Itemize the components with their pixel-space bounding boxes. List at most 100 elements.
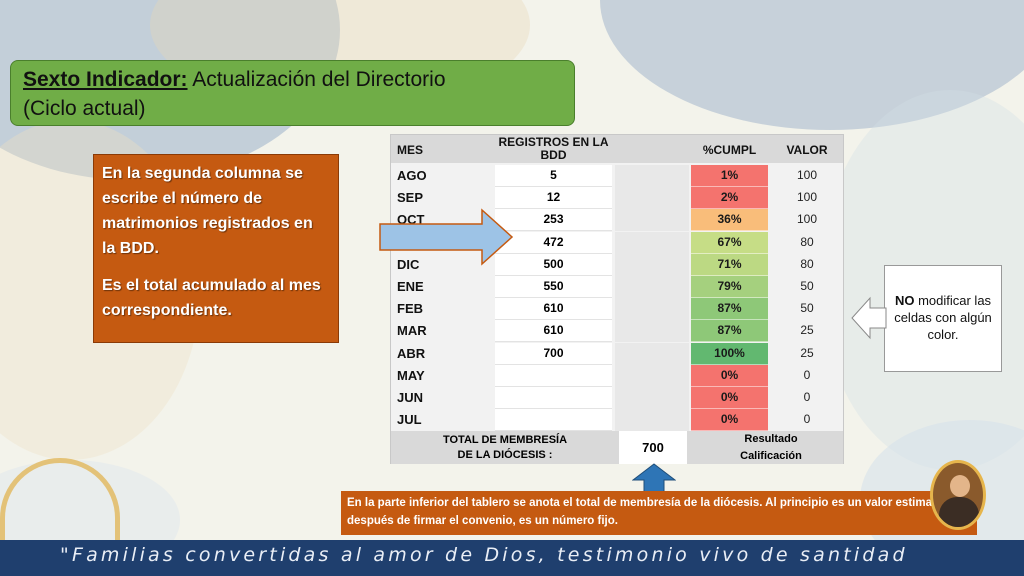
- valor-cell: 80: [800, 234, 814, 249]
- blank-cell: [615, 231, 689, 254]
- registros-cell[interactable]: 610: [495, 320, 612, 343]
- title-rest: Actualización del Directorio: [192, 68, 446, 91]
- month-cell: ABR: [397, 345, 426, 361]
- table-row: MAY 0% 0: [391, 364, 843, 387]
- valor-cell: 50: [800, 279, 814, 293]
- portrait-robe: [939, 497, 979, 527]
- table-row: DIC 500 71% 80: [391, 253, 843, 276]
- blank-cell: [615, 342, 689, 365]
- total-label-line1: TOTAL DE MEMBRESÍA: [442, 434, 568, 446]
- cumpl-cell: 100%: [691, 342, 768, 365]
- header-registros: REGISTROS EN LA BDD: [498, 135, 609, 162]
- table-row: FEB 610 87% 50: [391, 298, 843, 321]
- registros-cell[interactable]: 550: [495, 276, 612, 298]
- cumpl-cell: 1%: [691, 165, 768, 187]
- cumpl-cell: 0%: [691, 364, 768, 387]
- valor-cell: 100: [796, 190, 818, 205]
- month-cell: AGO: [397, 168, 427, 183]
- total-label: TOTAL DE MEMBRESÍA DE LA DIÓCESIS :: [405, 433, 605, 463]
- title-line2: (Ciclo actual): [23, 97, 146, 120]
- cumpl-cell: 0%: [691, 409, 768, 432]
- cumpl-cell: 87%: [691, 320, 768, 343]
- registros-cell[interactable]: 500: [495, 253, 612, 276]
- blank-cell: [615, 387, 689, 409]
- blank-cell: [615, 276, 689, 298]
- valor-cell: 0: [803, 367, 811, 382]
- table-row: MAR 610 87% 25: [391, 320, 843, 343]
- registros-cell[interactable]: 253: [495, 209, 612, 232]
- header-cumpl: %CUMPL: [702, 143, 757, 157]
- blank-cell: [615, 165, 689, 187]
- blank-cell: [615, 409, 689, 432]
- registros-cell[interactable]: 12: [495, 187, 612, 210]
- indicator-table: MES REGISTROS EN LA BDD %CUMPL VALOR AGO…: [390, 134, 844, 464]
- result-line2: Calificación: [740, 450, 802, 462]
- cumpl-cell: 0%: [691, 387, 768, 409]
- table-header: MES REGISTROS EN LA BDD %CUMPL VALOR: [391, 135, 843, 163]
- bottom-note: En la parte inferior del tablero se anot…: [341, 491, 977, 535]
- valor-cell: 100: [796, 212, 818, 227]
- month-cell: ENE: [397, 279, 424, 294]
- info-para-1: En la segunda columna se escribe el núme…: [102, 165, 313, 257]
- arrow-up-icon: [632, 463, 676, 493]
- table-row: SEP 12 2% 100: [391, 187, 843, 210]
- registros-cell[interactable]: 5: [495, 165, 612, 187]
- valor-cell: 0: [803, 412, 811, 427]
- table-row: JUL 0% 0: [391, 409, 843, 432]
- table-footer: TOTAL DE MEMBRESÍA DE LA DIÓCESIS : 700 …: [391, 431, 843, 464]
- note-bold: NO: [894, 293, 915, 308]
- registros-cell[interactable]: [495, 387, 612, 409]
- cumpl-cell: 2%: [691, 187, 768, 210]
- note-text: modificar las celdas con algún color.: [894, 293, 992, 342]
- blank-cell: [615, 364, 689, 387]
- table-row: AGO 5 1% 100: [391, 165, 843, 187]
- saint-portrait: [930, 460, 986, 530]
- month-cell: JUL: [397, 412, 422, 428]
- blank-cell: [615, 320, 689, 343]
- valor-cell: 80: [800, 256, 814, 271]
- valor-cell: 100: [796, 168, 818, 182]
- portrait-face: [950, 475, 970, 497]
- registros-cell[interactable]: 472: [495, 231, 612, 254]
- month-cell: MAR: [397, 323, 427, 339]
- note-box: NO modificar las celdas con algún color.: [884, 265, 1002, 372]
- info-callout: En la segunda columna se escribe el núme…: [93, 154, 339, 343]
- blank-cell: [615, 209, 689, 232]
- result-label: Resultado Calificación: [701, 431, 841, 465]
- arrow-right-icon: [379, 208, 514, 266]
- registros-cell[interactable]: [495, 364, 612, 387]
- table-row: ENE 550 79% 50: [391, 276, 843, 298]
- result-line1: Resultado: [744, 433, 798, 445]
- valor-cell: 25: [800, 345, 814, 360]
- slide-title: Sexto Indicador: Actualización del Direc…: [10, 60, 575, 126]
- cumpl-cell: 71%: [691, 253, 768, 276]
- month-cell: DIC: [397, 256, 420, 272]
- footer-motto: "Familias convertidas al amor de Dios, t…: [60, 544, 908, 566]
- header-valor: VALOR: [786, 143, 828, 157]
- title-bold: Sexto Indicador:: [23, 68, 188, 91]
- registros-cell[interactable]: 610: [495, 298, 612, 321]
- valor-cell: 25: [800, 323, 814, 338]
- month-cell: FEB: [397, 301, 423, 317]
- valor-cell: 50: [800, 301, 814, 316]
- blank-cell: [615, 298, 689, 321]
- header-mes: MES: [397, 143, 424, 157]
- cumpl-cell: 79%: [691, 276, 768, 298]
- month-cell: MAY: [397, 367, 425, 383]
- cumpl-cell: 67%: [691, 231, 768, 254]
- blank-cell: [615, 187, 689, 210]
- arrow-left-icon: [851, 296, 887, 340]
- valor-cell: 0: [803, 390, 811, 404]
- table-row: JUN 0% 0: [391, 387, 843, 409]
- cumpl-cell: 87%: [691, 298, 768, 321]
- month-cell: JUN: [397, 390, 424, 405]
- month-cell: SEP: [397, 190, 424, 206]
- total-membership-cell[interactable]: 700: [619, 431, 687, 464]
- registros-cell[interactable]: [495, 409, 612, 432]
- table-row: ABR 700 100% 25: [391, 342, 843, 365]
- total-label-line2: DE LA DIÓCESIS :: [457, 449, 553, 461]
- blank-cell: [615, 253, 689, 276]
- info-para-2: Es el total acumulado al mes correspondi…: [102, 277, 321, 319]
- cumpl-cell: 36%: [691, 209, 768, 232]
- registros-cell[interactable]: 700: [495, 342, 612, 365]
